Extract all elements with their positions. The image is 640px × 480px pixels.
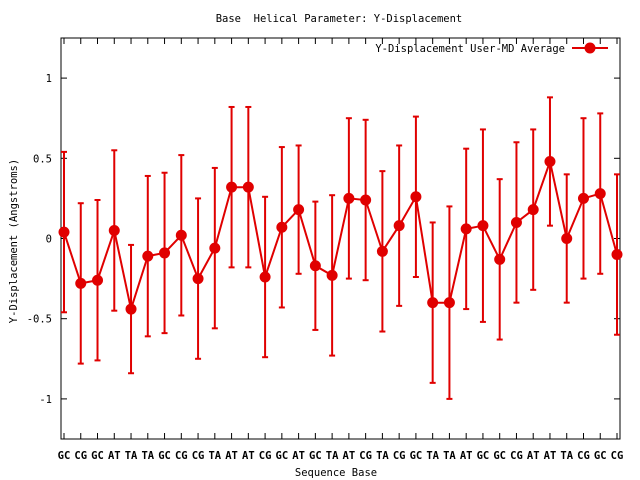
data-point	[460, 223, 472, 235]
data-point	[226, 181, 238, 193]
legend-marker	[584, 42, 596, 54]
x-tick-label: TA	[208, 450, 221, 462]
error-bars	[61, 96, 620, 400]
data-point	[309, 260, 321, 272]
data-point	[108, 224, 120, 236]
x-tick-label: GC	[410, 450, 423, 462]
x-tick-label: AT	[242, 450, 255, 462]
y-tick-label: 0.5	[33, 153, 52, 165]
legend: Y-Displacement User-MD Average	[375, 42, 608, 55]
legend-label: Y-Displacement User-MD Average	[375, 43, 565, 55]
data-point	[192, 273, 204, 285]
x-tick-label: GC	[58, 450, 71, 462]
x-tick-label: CG	[74, 450, 87, 462]
x-tick-label: CG	[192, 450, 205, 462]
data-point	[393, 220, 405, 232]
data-point	[259, 271, 271, 283]
series-line-group	[63, 157, 618, 314]
x-tick-label: TA	[141, 450, 154, 462]
data-point	[293, 204, 305, 216]
data-point	[75, 277, 87, 289]
series-line	[63, 157, 618, 314]
data-point	[276, 221, 288, 233]
y-tick-label: -0.5	[27, 314, 52, 326]
y-axis-label: Y-Displacement (Angstroms)	[8, 159, 20, 323]
x-tick-label: TA	[376, 450, 389, 462]
data-point	[527, 204, 539, 216]
x-tick-label: GC	[309, 450, 322, 462]
data-point	[611, 249, 623, 261]
y-axis-ticks: -1 -0.5 0 0.5 1	[27, 73, 620, 406]
x-tick-label: AT	[108, 450, 121, 462]
x-tick-label: AT	[225, 450, 238, 462]
data-point	[343, 192, 355, 204]
x-tick-label: AT	[527, 450, 540, 462]
y-tick-label: 1	[46, 73, 52, 85]
x-tick-label: TA	[560, 450, 573, 462]
data-point	[326, 269, 338, 281]
x-axis-ticks: GC CG GC AT TA TA GC CG CG TA AT AT CG GC AT GC TA AT CG TA…	[58, 38, 624, 462]
data-point	[360, 194, 372, 206]
data-point	[142, 250, 154, 262]
x-tick-label: CG	[393, 450, 406, 462]
x-tick-label: CG	[175, 450, 188, 462]
data-point	[544, 156, 556, 168]
x-tick-label: TA	[443, 450, 456, 462]
x-tick-label: CG	[611, 450, 624, 462]
x-tick-label: GC	[493, 450, 506, 462]
data-point	[175, 229, 187, 241]
x-tick-label: CG	[259, 450, 272, 462]
data-point	[594, 188, 606, 200]
data-point	[125, 303, 137, 315]
data-point	[410, 191, 422, 203]
data-point	[159, 247, 171, 259]
y-tick-label: 0	[46, 234, 52, 246]
data-point	[58, 226, 70, 238]
data-point	[376, 245, 388, 257]
x-tick-label: CG	[510, 450, 523, 462]
data-point	[92, 274, 104, 286]
x-tick-label: AT	[343, 450, 356, 462]
x-axis-label: Sequence Base	[295, 467, 377, 479]
x-tick-label: TA	[326, 450, 339, 462]
x-tick-label: AT	[292, 450, 305, 462]
x-tick-label: AT	[460, 450, 473, 462]
x-tick-label: GC	[477, 450, 490, 462]
x-tick-label: CG	[577, 450, 590, 462]
x-tick-label: GC	[594, 450, 607, 462]
y-tick-label: -1	[39, 394, 52, 406]
x-tick-label: CG	[359, 450, 372, 462]
data-point	[510, 216, 522, 228]
data-points	[58, 156, 623, 315]
data-point	[577, 192, 589, 204]
data-point	[209, 242, 221, 254]
x-tick-label: GC	[158, 450, 171, 462]
data-point	[561, 233, 573, 244]
chart-title: Base Helical Parameter: Y-Displacement	[216, 13, 463, 25]
data-point	[494, 253, 506, 265]
x-tick-label: GC	[91, 450, 104, 462]
data-point	[443, 297, 455, 309]
data-point	[477, 220, 489, 232]
data-point	[427, 297, 439, 309]
x-tick-label: TA	[426, 450, 439, 462]
x-tick-label: AT	[544, 450, 557, 462]
data-point	[242, 181, 254, 193]
x-tick-label: GC	[276, 450, 289, 462]
x-tick-label: TA	[125, 450, 138, 462]
